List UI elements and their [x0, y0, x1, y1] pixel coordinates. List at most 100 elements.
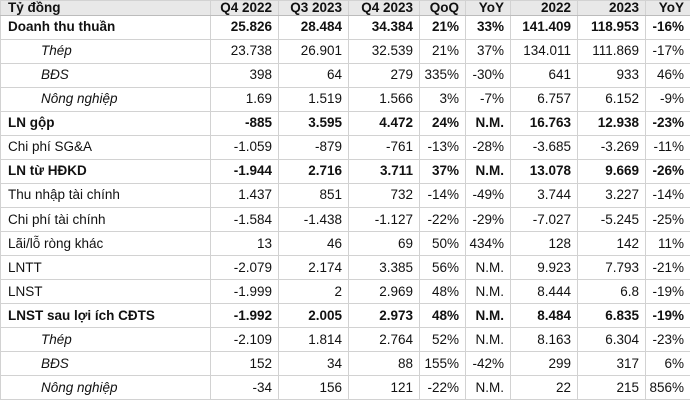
cell: 6.304: [577, 326, 646, 352]
cell: 37%: [419, 158, 466, 184]
cell: 299: [510, 350, 578, 376]
cell: -19%: [645, 278, 690, 304]
cell: 1.566: [348, 86, 420, 112]
cell: 1.814: [278, 326, 349, 352]
row-label: Lãi/lỗ ròng khác: [0, 230, 211, 256]
cell: 3.385: [348, 254, 420, 280]
cell: 26.901: [278, 38, 349, 64]
cell: 215: [577, 374, 646, 400]
column-header: YoY: [645, 0, 690, 16]
cell: 56%: [419, 254, 466, 280]
cell: 33%: [465, 14, 511, 40]
cell: 69: [348, 230, 420, 256]
cell: -23%: [645, 326, 690, 352]
cell: 16.763: [510, 110, 578, 136]
cell: -25%: [645, 206, 690, 232]
cell: -1.584: [210, 206, 279, 232]
cell: -29%: [465, 206, 511, 232]
row-label: Nông nghiệp: [0, 374, 211, 400]
cell: -1.127: [348, 206, 420, 232]
cell: -1.059: [210, 134, 279, 160]
cell: 1.437: [210, 182, 279, 208]
table-row: Chi phí SG&A -1.059 -879 -761 -13% -28% -3.685…: [0, 134, 690, 160]
cell: 279: [348, 62, 420, 88]
cell: -26%: [645, 158, 690, 184]
cell: 2.716: [278, 158, 349, 184]
cell: 1.69: [210, 86, 279, 112]
cell: 6.835: [577, 302, 646, 328]
cell: 8.163: [510, 326, 578, 352]
cell: 13.078: [510, 158, 578, 184]
cell: 9.669: [577, 158, 646, 184]
cell: 46%: [645, 62, 690, 88]
cell: -1.992: [210, 302, 279, 328]
cell: 2.174: [278, 254, 349, 280]
cell: 856%: [645, 374, 690, 400]
cell: -14%: [419, 182, 466, 208]
cell: 7.793: [577, 254, 646, 280]
cell: 118.953: [577, 14, 646, 40]
cell: 34: [278, 350, 349, 376]
cell: N.M.: [465, 302, 511, 328]
cell: 28.484: [278, 14, 349, 40]
cell: 12.938: [577, 110, 646, 136]
column-header: Q4 2023: [348, 0, 420, 16]
table-row: Lãi/lỗ ròng khác 13 46 69 50% 434% 128 142 11%: [0, 230, 690, 256]
cell: -23%: [645, 110, 690, 136]
cell: 9.923: [510, 254, 578, 280]
cell: 50%: [419, 230, 466, 256]
row-label: LNST: [0, 278, 211, 304]
table-row: Thép -2.109 1.814 2.764 52% N.M. 8.163 6.304 -23…: [0, 326, 690, 352]
row-label: Thu nhập tài chính: [0, 182, 211, 208]
row-label: LNTT: [0, 254, 211, 280]
cell: 155%: [419, 350, 466, 376]
row-label: Chi phí SG&A: [0, 134, 211, 160]
table-row: LNST -1.999 2 2.969 48% N.M. 8.444 6.8 -19%: [0, 278, 690, 304]
table-row: LNTT -2.079 2.174 3.385 56% N.M. 9.923 7.793 -21…: [0, 254, 690, 280]
table-row: Doanh thu thuần 25.826 28.484 34.384 21% 33% 1…: [0, 14, 690, 40]
cell: -17%: [645, 38, 690, 64]
cell: 111.869: [577, 38, 646, 64]
table-body: Doanh thu thuần 25.826 28.484 34.384 21% 33% 1…: [0, 14, 690, 400]
cell: 22: [510, 374, 578, 400]
cell: -28%: [465, 134, 511, 160]
cell: N.M.: [465, 110, 511, 136]
cell: 6.757: [510, 86, 578, 112]
cell: 2.764: [348, 326, 420, 352]
column-header: YoY: [465, 0, 511, 16]
cell: -11%: [645, 134, 690, 160]
cell: 335%: [419, 62, 466, 88]
cell: -7%: [465, 86, 511, 112]
cell: 48%: [419, 302, 466, 328]
cell: -2.109: [210, 326, 279, 352]
cell: -42%: [465, 350, 511, 376]
cell: 317: [577, 350, 646, 376]
row-label: Thép: [0, 38, 211, 64]
cell: 6.152: [577, 86, 646, 112]
cell: -19%: [645, 302, 690, 328]
cell: 641: [510, 62, 578, 88]
table-row: BĐS 152 34 88 155% -42% 299 317 6%: [0, 350, 690, 376]
row-label: Nông nghiệp: [0, 86, 211, 112]
cell: -30%: [465, 62, 511, 88]
cell: -885: [210, 110, 279, 136]
cell: 6.8: [577, 278, 646, 304]
column-header: Q4 2022: [210, 0, 279, 16]
cell: 2: [278, 278, 349, 304]
cell: 64: [278, 62, 349, 88]
cell: 933: [577, 62, 646, 88]
cell: 25.826: [210, 14, 279, 40]
cell: 11%: [645, 230, 690, 256]
table-row: Nông nghiệp 1.69 1.519 1.566 3% -7% 6.757 6.152…: [0, 86, 690, 112]
table-row: LNST sau lợi ích CĐTS -1.992 2.005 2.973 48%…: [0, 302, 690, 328]
cell: 121: [348, 374, 420, 400]
cell: 52%: [419, 326, 466, 352]
cell: N.M.: [465, 278, 511, 304]
cell: -7.027: [510, 206, 578, 232]
cell: -1.999: [210, 278, 279, 304]
cell: -761: [348, 134, 420, 160]
cell: N.M.: [465, 158, 511, 184]
row-label: LN từ HĐKD: [0, 158, 211, 184]
